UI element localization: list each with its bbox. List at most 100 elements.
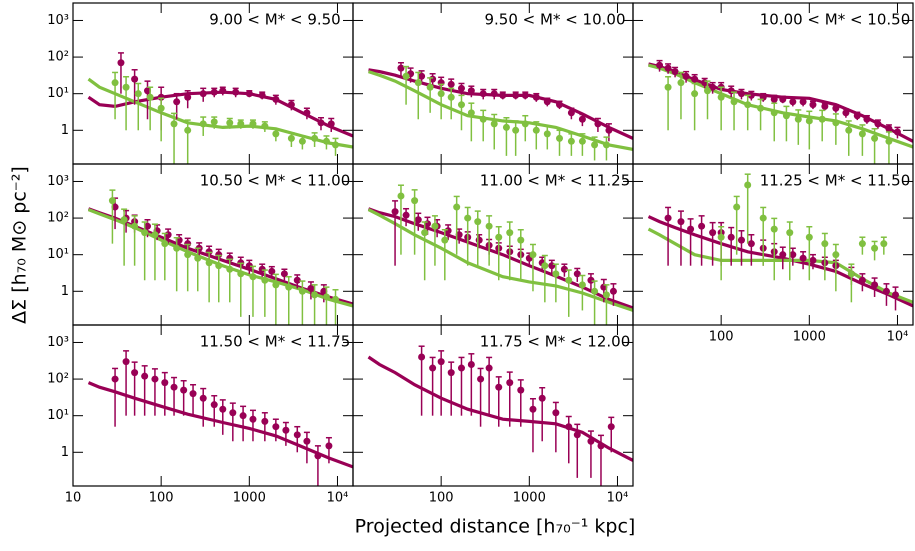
panel-frame: [352, 324, 634, 487]
data-point: [111, 375, 119, 383]
data-point: [717, 93, 725, 101]
data-point: [184, 126, 192, 134]
plot-area: [367, 345, 633, 486]
data-point: [737, 236, 745, 244]
data-point: [239, 412, 247, 420]
data-point: [457, 84, 465, 92]
data-point: [567, 109, 575, 117]
data-point: [517, 236, 525, 244]
y-tick-label: 10²: [47, 372, 69, 387]
data-point: [874, 120, 882, 128]
data-point: [759, 214, 767, 222]
data-point: [847, 270, 855, 278]
data-point: [391, 208, 399, 216]
data-point: [261, 276, 269, 284]
data-point: [543, 130, 551, 138]
data-point: [587, 437, 595, 445]
data-point: [782, 112, 790, 120]
x-tick-label: 100: [149, 491, 174, 506]
panel-title: 10.50 < M* < 11.00: [200, 172, 351, 190]
data-point: [770, 95, 778, 103]
data-point: [131, 222, 139, 230]
data-point: [418, 353, 426, 361]
data-point: [194, 254, 202, 262]
data-point: [809, 101, 817, 109]
panel: 100 1000 10⁴ 11.75 < M* < 12.00: [352, 324, 634, 506]
data-point: [744, 181, 752, 189]
panel: 100 1000 10⁴ 11.25 < M* < 11.50: [632, 163, 914, 345]
data-point: [578, 281, 586, 289]
data-point: [597, 442, 605, 450]
data-point: [747, 91, 755, 99]
data-point: [832, 251, 840, 259]
x-tick-label: 1000: [513, 491, 546, 506]
data-point: [479, 115, 487, 123]
data-point: [429, 364, 437, 372]
data-point: [882, 287, 890, 295]
data-point: [261, 122, 269, 130]
data-point: [457, 101, 465, 109]
data-point: [414, 79, 422, 87]
data-point: [709, 83, 717, 91]
data-point: [219, 87, 227, 95]
data-point: [261, 417, 269, 425]
data-point: [111, 203, 119, 211]
data-point: [858, 276, 866, 284]
data-point: [437, 358, 445, 366]
data-point: [317, 119, 325, 127]
model-line: [647, 215, 913, 308]
data-point: [144, 222, 152, 230]
x-tick-label: 10: [65, 491, 82, 506]
data-point: [411, 197, 419, 205]
data-point: [521, 120, 529, 128]
data-point: [111, 79, 119, 87]
data-point: [157, 104, 165, 112]
data-point: [602, 291, 610, 299]
data-point: [325, 442, 333, 450]
data-point: [245, 90, 253, 98]
panel-title: 11.75 < M* < 12.00: [480, 333, 631, 351]
data-point: [799, 254, 807, 262]
data-point: [821, 102, 829, 110]
y-tick-label: 10¹: [47, 86, 69, 101]
data-point: [853, 112, 861, 120]
data-point: [151, 231, 159, 239]
data-point: [858, 130, 866, 138]
data-point: [786, 229, 794, 237]
data-point: [842, 109, 850, 117]
data-point: [245, 262, 253, 270]
data-point: [131, 75, 139, 83]
data-point: [320, 287, 328, 295]
data-point: [709, 229, 717, 237]
data-point: [809, 256, 817, 264]
x-tick-label: 10⁴: [607, 491, 629, 506]
data-point: [885, 137, 893, 145]
data-point: [219, 405, 227, 413]
data-point: [664, 214, 672, 222]
data-point: [548, 262, 556, 270]
data-point: [691, 90, 699, 98]
data-point: [272, 423, 280, 431]
data-point: [770, 225, 778, 233]
data-point: [704, 87, 712, 95]
data-point: [591, 141, 599, 149]
data-point: [605, 126, 613, 134]
data-point: [199, 90, 207, 98]
data-point: [229, 409, 237, 417]
data-point: [779, 251, 787, 259]
data-point: [173, 98, 181, 106]
data-point: [532, 93, 540, 101]
data-point: [682, 72, 690, 80]
data-point: [184, 251, 192, 259]
data-point: [249, 273, 257, 281]
data-point: [521, 91, 529, 99]
data-point: [199, 120, 207, 128]
data-point: [205, 259, 213, 267]
data-point: [437, 90, 445, 98]
data-point: [789, 98, 797, 106]
data-point: [794, 115, 802, 123]
data-point: [506, 379, 514, 387]
data-point: [184, 93, 192, 101]
data-point: [565, 423, 573, 431]
data-point: [543, 98, 551, 106]
